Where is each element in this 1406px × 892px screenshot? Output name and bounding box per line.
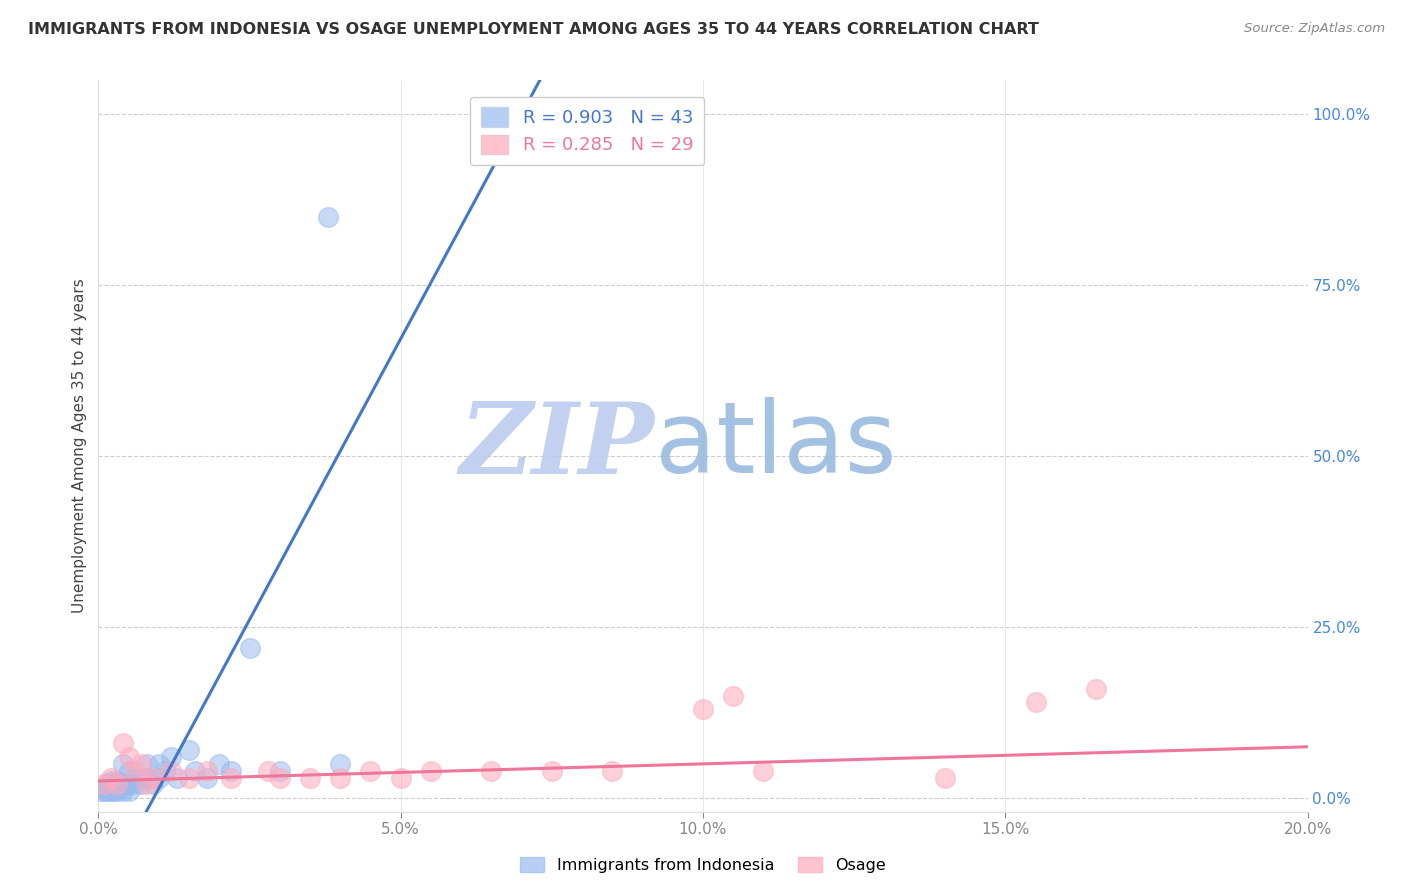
Point — [752, 764, 775, 778]
Point — [111, 756, 134, 771]
Point — [160, 764, 183, 778]
Point — [100, 771, 122, 785]
Point — [420, 764, 443, 778]
Point — [142, 771, 165, 785]
Point — [602, 764, 624, 778]
Point — [114, 777, 136, 791]
Point — [105, 774, 128, 789]
Point — [269, 771, 291, 785]
Point — [360, 764, 382, 778]
Point — [299, 771, 322, 785]
Point — [105, 784, 128, 798]
Point — [329, 771, 352, 785]
Point — [129, 771, 152, 785]
Point — [221, 771, 243, 785]
Point — [93, 784, 115, 798]
Point — [239, 640, 262, 655]
Point — [111, 784, 134, 798]
Point — [135, 756, 157, 771]
Point — [124, 764, 146, 778]
Point — [118, 750, 141, 764]
Point — [135, 777, 157, 791]
Point — [129, 756, 152, 771]
Point — [1085, 681, 1108, 696]
Point — [105, 780, 128, 795]
Point — [96, 784, 118, 798]
Point — [153, 764, 176, 778]
Point — [389, 771, 412, 785]
Point — [93, 777, 115, 791]
Point — [93, 780, 115, 795]
Legend: R = 0.903   N = 43, R = 0.285   N = 29: R = 0.903 N = 43, R = 0.285 N = 29 — [470, 96, 704, 165]
Point — [723, 689, 745, 703]
Point — [540, 764, 562, 778]
Point — [105, 777, 128, 791]
Point — [90, 784, 112, 798]
Point — [179, 743, 201, 757]
Point — [111, 736, 134, 750]
Point — [256, 764, 278, 778]
Point — [103, 784, 125, 798]
Point — [160, 750, 183, 764]
Point — [108, 777, 131, 791]
Point — [100, 774, 122, 789]
Point — [195, 764, 218, 778]
Point — [221, 764, 243, 778]
Point — [195, 771, 218, 785]
Point — [118, 777, 141, 791]
Point — [166, 771, 188, 785]
Text: IMMIGRANTS FROM INDONESIA VS OSAGE UNEMPLOYMENT AMONG AGES 35 TO 44 YEARS CORREL: IMMIGRANTS FROM INDONESIA VS OSAGE UNEMP… — [28, 22, 1039, 37]
Text: Source: ZipAtlas.com: Source: ZipAtlas.com — [1244, 22, 1385, 36]
Point — [142, 777, 165, 791]
Point — [329, 756, 352, 771]
Point — [184, 764, 207, 778]
Point — [481, 764, 503, 778]
Y-axis label: Unemployment Among Ages 35 to 44 years: Unemployment Among Ages 35 to 44 years — [72, 278, 87, 614]
Point — [269, 764, 291, 778]
Point — [100, 780, 122, 795]
Point — [148, 771, 170, 785]
Point — [118, 784, 141, 798]
Point — [124, 777, 146, 791]
Point — [179, 771, 201, 785]
Point — [100, 777, 122, 791]
Point — [124, 771, 146, 785]
Text: atlas: atlas — [655, 398, 896, 494]
Point — [118, 764, 141, 778]
Legend: Immigrants from Indonesia, Osage: Immigrants from Indonesia, Osage — [513, 851, 893, 880]
Point — [692, 702, 714, 716]
Point — [105, 777, 128, 791]
Point — [316, 210, 339, 224]
Point — [111, 780, 134, 795]
Point — [100, 784, 122, 798]
Point — [148, 756, 170, 771]
Point — [135, 771, 157, 785]
Point — [1024, 695, 1046, 709]
Point — [129, 777, 152, 791]
Point — [934, 771, 956, 785]
Text: ZIP: ZIP — [460, 398, 655, 494]
Point — [208, 756, 231, 771]
Point — [96, 777, 118, 791]
